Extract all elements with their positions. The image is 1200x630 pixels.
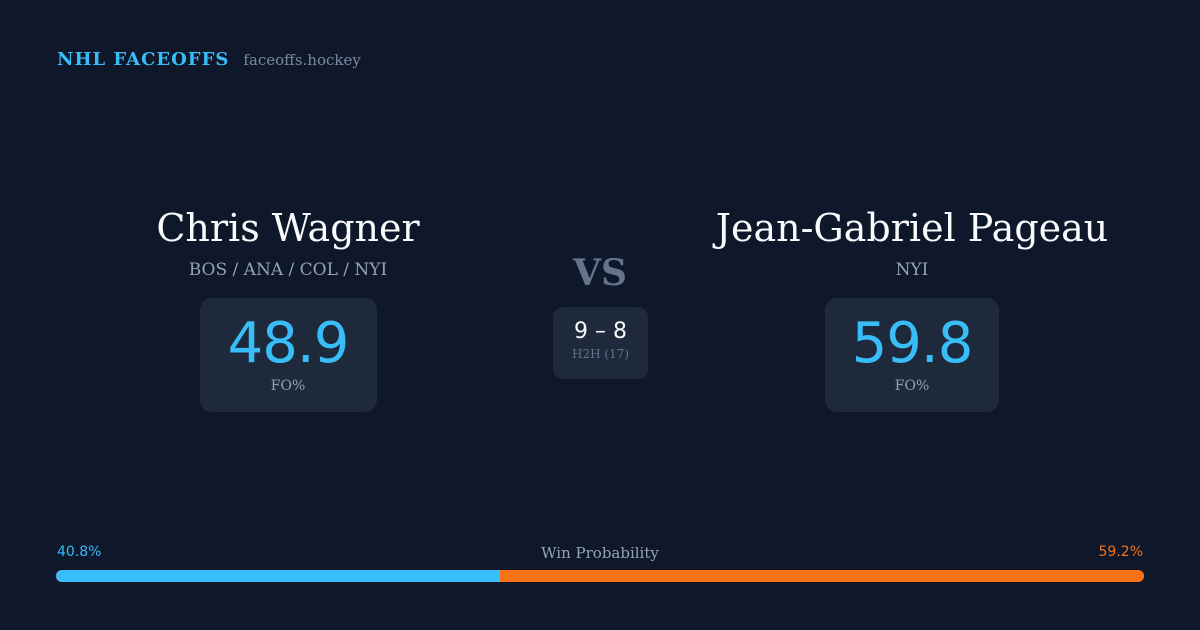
win-prob-left: 40.8%	[57, 544, 102, 560]
h2h-card: 9 – 8 H2H (17)	[553, 307, 648, 379]
fo-percentage: 48.9	[227, 311, 350, 376]
player-teams: NYI	[895, 260, 929, 280]
player-name: Jean-Gabriel Pageau	[715, 206, 1109, 250]
player-name: Chris Wagner	[156, 206, 420, 250]
player-left: Chris Wagner BOS / ANA / COL / NYI 48.9 …	[0, 206, 588, 412]
win-prob-right-fill	[499, 570, 1144, 582]
fo-stat-card: 48.9 FO%	[199, 298, 377, 412]
vs-label: VS	[573, 252, 627, 294]
h2h-label: H2H (17)	[571, 347, 629, 361]
win-prob-title: Win Probability	[541, 544, 659, 562]
fo-label: FO%	[270, 378, 306, 394]
win-probability-bar	[56, 570, 1144, 582]
fo-label: FO%	[894, 378, 930, 394]
brand-name: NHL FACEOFFS	[57, 49, 230, 70]
brand: NHL FACEOFFS faceoffs.hockey	[57, 49, 361, 70]
brand-url: faceoffs.hockey	[243, 51, 361, 69]
fo-percentage: 59.8	[851, 311, 974, 376]
fo-stat-card: 59.8 FO%	[825, 298, 999, 412]
win-prob-left-fill	[56, 570, 500, 582]
win-prob-right: 59.2%	[1098, 544, 1143, 560]
player-right: Jean-Gabriel Pageau NYI 59.8 FO%	[612, 206, 1200, 412]
player-teams: BOS / ANA / COL / NYI	[188, 260, 388, 280]
h2h-score: 9 – 8	[574, 319, 627, 344]
